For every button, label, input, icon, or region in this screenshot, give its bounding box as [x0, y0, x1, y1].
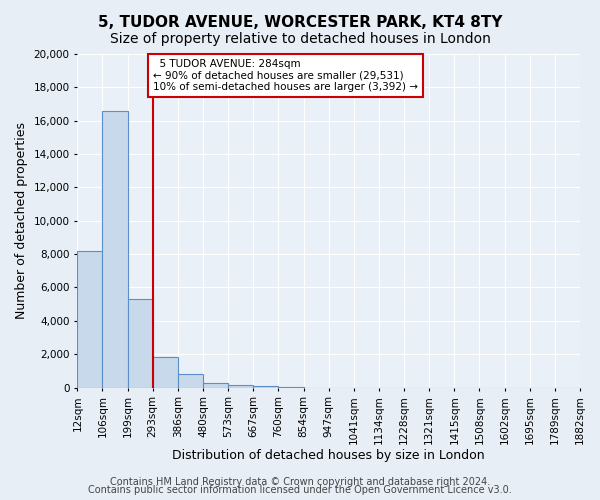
Bar — [77, 251, 103, 388]
Bar — [103, 110, 128, 388]
Text: Contains public sector information licensed under the Open Government Licence v3: Contains public sector information licen… — [88, 485, 512, 495]
Text: 5, TUDOR AVENUE, WORCESTER PARK, KT4 8TY: 5, TUDOR AVENUE, WORCESTER PARK, KT4 8TY — [98, 15, 502, 30]
Y-axis label: Number of detached properties: Number of detached properties — [15, 122, 28, 320]
Bar — [178, 374, 203, 388]
Text: Contains HM Land Registry data © Crown copyright and database right 2024.: Contains HM Land Registry data © Crown c… — [110, 477, 490, 487]
Bar — [203, 382, 228, 388]
Bar — [228, 385, 253, 388]
Bar — [128, 299, 153, 388]
Bar — [253, 386, 278, 388]
Bar — [153, 356, 178, 388]
Text: Size of property relative to detached houses in London: Size of property relative to detached ho… — [110, 32, 490, 46]
Text: 5 TUDOR AVENUE: 284sqm  
← 90% of detached houses are smaller (29,531)
10% of se: 5 TUDOR AVENUE: 284sqm ← 90% of detached… — [153, 59, 418, 92]
Bar — [278, 386, 304, 388]
X-axis label: Distribution of detached houses by size in London: Distribution of detached houses by size … — [172, 450, 485, 462]
